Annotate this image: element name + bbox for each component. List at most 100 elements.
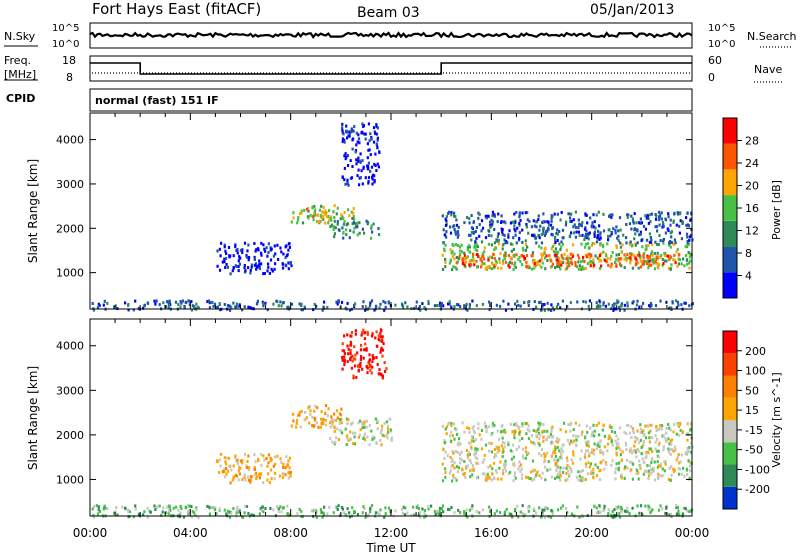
velocity-cell <box>467 441 471 445</box>
velocity-cell <box>519 469 522 473</box>
power-cell <box>620 250 623 254</box>
velocity-cell <box>266 478 269 482</box>
noise-right-tick-high: 10^5 <box>708 23 735 34</box>
power-cell <box>330 218 333 222</box>
power-cell <box>636 299 639 303</box>
power-cell <box>538 244 541 248</box>
power-cell <box>571 262 574 266</box>
cpid-panel-frame <box>89 88 693 112</box>
power-cell <box>662 262 665 265</box>
power-cell <box>216 264 219 268</box>
velocity-cell <box>247 454 250 458</box>
velocity-cell <box>351 359 354 363</box>
power-cell <box>550 264 554 268</box>
power-colorbar-tick-label: 20 <box>745 180 759 193</box>
power-cell <box>472 221 475 225</box>
power-cell <box>219 254 222 258</box>
velocity-cell <box>206 504 209 508</box>
velocity-cell <box>546 507 549 511</box>
power-cell <box>449 231 453 235</box>
velocity-cell <box>460 458 464 462</box>
velocity-cell <box>379 339 382 343</box>
power-cell <box>342 217 345 221</box>
velocity-cell <box>180 507 183 511</box>
power-cell <box>496 266 500 270</box>
velocity-cell <box>363 438 367 442</box>
power-cell <box>344 157 347 161</box>
velocity-cell <box>675 432 678 436</box>
velocity-cell <box>492 461 496 465</box>
power-cell <box>566 255 569 259</box>
velocity-cell <box>346 333 349 337</box>
power-cell <box>576 300 579 304</box>
power-cell <box>631 217 634 221</box>
power-cell <box>494 263 497 267</box>
velocity-cell <box>614 470 617 474</box>
velocity-cell <box>298 413 301 417</box>
velocity-cell <box>518 465 521 468</box>
velocity-cell <box>177 508 180 512</box>
velocity-cell <box>178 513 181 517</box>
velocity-cell <box>259 507 262 511</box>
power-cell <box>639 232 642 236</box>
velocity-cell <box>444 427 447 431</box>
power-cell <box>504 260 508 264</box>
power-cell <box>502 261 505 265</box>
power-cell <box>636 228 639 232</box>
velocity-cell <box>368 353 371 357</box>
power-cell <box>607 263 610 267</box>
power-cell <box>538 301 541 305</box>
velocity-cell <box>352 357 356 361</box>
power-cell <box>480 263 483 267</box>
power-cell <box>672 258 675 262</box>
velocity-cell <box>430 504 433 508</box>
power-cell <box>238 262 241 266</box>
velocity-cell <box>243 475 246 479</box>
velocity-cell <box>491 472 494 476</box>
velocity-cell <box>629 450 632 453</box>
power-cell <box>245 254 248 258</box>
velocity-cell <box>446 454 449 458</box>
power-cell <box>521 211 524 215</box>
velocity-cell <box>349 430 352 434</box>
power-cell <box>592 265 595 269</box>
power-cell <box>663 251 666 255</box>
velocity-cell <box>634 450 637 454</box>
power-cell <box>541 303 544 307</box>
velocity-cell <box>356 351 359 355</box>
time-tick-label: 00:00 <box>675 526 710 540</box>
velocity-cell <box>522 456 525 460</box>
power-cell <box>346 181 349 185</box>
power-cell <box>375 132 378 136</box>
power-cell <box>370 136 373 139</box>
velocity-cell <box>583 455 586 459</box>
velocity-cell <box>359 364 362 368</box>
power-cell <box>556 228 559 232</box>
power-cell <box>679 219 682 223</box>
power-cell <box>575 230 578 234</box>
power-cell <box>489 255 492 259</box>
velocity-cell <box>642 442 645 446</box>
velocity-cell <box>295 421 298 425</box>
power-cell <box>253 242 256 245</box>
power-cell <box>316 213 319 217</box>
power-cell <box>457 225 460 229</box>
power-cell <box>501 232 504 236</box>
power-cell <box>630 253 633 257</box>
velocity-cell <box>570 512 573 516</box>
velocity-cell <box>371 360 374 364</box>
power-cell <box>570 219 573 223</box>
power-cell <box>354 222 357 226</box>
velocity-cell <box>592 452 595 456</box>
power-cell <box>607 235 610 238</box>
velocity-cell <box>554 477 557 480</box>
power-cell <box>234 243 237 247</box>
power-cell <box>255 265 258 269</box>
velocity-cell <box>599 448 602 452</box>
velocity-cell <box>538 474 541 478</box>
power-cell <box>611 251 614 254</box>
power-y-tick-label: 2000 <box>56 222 84 235</box>
velocity-cell <box>575 438 578 442</box>
velocity-cell <box>557 508 560 512</box>
power-cell <box>158 303 161 307</box>
